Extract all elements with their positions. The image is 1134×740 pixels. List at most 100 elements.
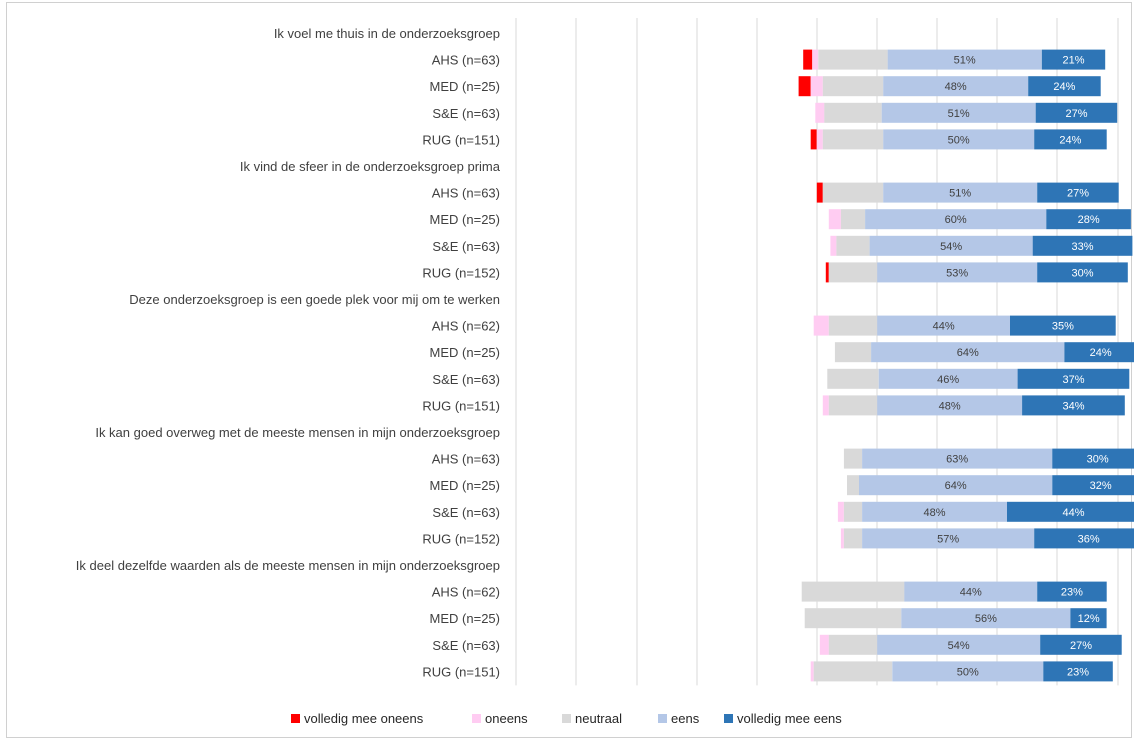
bar-segment-eens	[881, 102, 1036, 123]
data-label: 50%	[957, 666, 979, 678]
category-label: RUG (n=152)	[422, 265, 500, 280]
bar-segment-neutraal	[836, 235, 870, 256]
bar-segment-neutraal	[847, 475, 860, 496]
bar-segment-eens	[877, 262, 1038, 283]
data-label: 60%	[945, 214, 967, 226]
data-label: 32%	[1090, 480, 1112, 492]
legend-swatch	[291, 714, 300, 723]
bar-segment-volledig-mee-eens	[1034, 129, 1107, 150]
data-label: 24%	[1090, 347, 1112, 359]
data-label: 30%	[1087, 454, 1109, 466]
data-label: 37%	[1062, 374, 1084, 386]
bar-segment-volledig-mee-eens	[1046, 209, 1131, 230]
data-label: 44%	[1062, 507, 1084, 519]
data-label: 12%	[1078, 613, 1100, 625]
bar-segment-eens	[883, 129, 1035, 150]
data-label: 21%	[1062, 55, 1084, 67]
bar-segment-oneens	[810, 76, 823, 97]
bar-segment-volledig-mee-oneens	[810, 129, 817, 150]
bar-segment-eens	[877, 634, 1041, 655]
bar-segment-neutraal	[818, 49, 888, 70]
bar-segment-neutraal	[840, 209, 866, 230]
legend-label: neutraal	[575, 711, 622, 726]
category-label: S&E (n=63)	[432, 106, 500, 121]
question-label: Ik voel me thuis in de onderzoeksgroep	[274, 26, 500, 41]
bar-segment-neutraal	[828, 634, 878, 655]
bar-segment-eens	[901, 608, 1071, 629]
legend-swatch	[472, 714, 481, 723]
category-label: RUG (n=151)	[422, 398, 500, 413]
data-label: 28%	[1078, 214, 1100, 226]
bar-segment-eens	[859, 475, 1053, 496]
bar-segment-oneens	[815, 102, 825, 123]
bar-segment-oneens	[819, 634, 829, 655]
data-label: 36%	[1078, 533, 1100, 545]
data-label: 24%	[1053, 81, 1075, 93]
data-label: 54%	[940, 241, 962, 253]
bar-segment-volledig-mee-eens	[1032, 235, 1133, 256]
bar-segment-oneens	[828, 209, 841, 230]
bar-segment-volledig-mee-eens	[1052, 448, 1134, 469]
bar-segment-neutraal	[843, 501, 862, 522]
bars: 51% 21% 48% 24% 51% 27% 50% 24% 51% 27% 60% 28% 54% 3…	[798, 49, 1134, 682]
data-label: 33%	[1071, 241, 1093, 253]
bar-segment-neutraal	[828, 315, 878, 336]
bar-segment-neutraal	[843, 448, 862, 469]
bar-segment-neutraal	[822, 129, 884, 150]
data-label: 64%	[945, 480, 967, 492]
bar-segment-neutraal	[834, 342, 872, 363]
data-label: 64%	[957, 347, 979, 359]
data-label: 44%	[960, 587, 982, 599]
legend-swatch	[562, 714, 571, 723]
bar-segment-neutraal	[801, 581, 905, 602]
bar-segment-eens	[878, 368, 1018, 389]
question-label: Ik vind de sfeer in de onderzoeksgroep p…	[240, 159, 501, 174]
bar-segment-volledig-mee-eens	[1052, 475, 1134, 496]
bar-segment-volledig-mee-eens	[1010, 315, 1116, 336]
bar-segment-eens	[883, 182, 1038, 203]
bar-segment-oneens	[812, 49, 819, 70]
bar-segment-volledig-mee-eens	[1022, 395, 1125, 416]
data-label: 23%	[1067, 666, 1089, 678]
category-label: S&E (n=63)	[432, 638, 500, 653]
bar-segment-neutraal	[822, 182, 884, 203]
bar-segment-volledig-mee-eens	[1064, 342, 1134, 363]
category-label: RUG (n=151)	[422, 664, 500, 679]
data-label: 27%	[1070, 640, 1092, 652]
category-labels: Ik voel me thuis in de onderzoeksgroep AH…	[76, 26, 501, 679]
data-label: 53%	[946, 267, 968, 279]
bar-segment-volledig-mee-oneens	[803, 49, 813, 70]
category-label: MED (n=25)	[430, 478, 500, 493]
category-label: MED (n=25)	[430, 345, 500, 360]
category-label: S&E (n=63)	[432, 372, 500, 387]
bar-segment-eens	[887, 49, 1042, 70]
bar-segment-volledig-mee-eens	[1043, 661, 1113, 682]
bar-segment-oneens	[830, 235, 837, 256]
data-label: 56%	[975, 613, 997, 625]
bar-segment-volledig-mee-eens	[1041, 49, 1106, 70]
data-label: 54%	[948, 640, 970, 652]
category-label: S&E (n=63)	[432, 505, 500, 520]
legend-label: eens	[671, 711, 700, 726]
bar-segment-eens	[862, 501, 1008, 522]
data-label: 34%	[1062, 400, 1084, 412]
data-label: 44%	[933, 321, 955, 333]
category-label: MED (n=25)	[430, 611, 500, 626]
data-label: 48%	[939, 400, 961, 412]
bar-segment-neutraal	[843, 528, 862, 549]
data-label: 24%	[1059, 134, 1081, 146]
bar-segment-eens	[877, 315, 1011, 336]
category-label: AHS (n=63)	[432, 53, 500, 68]
bar-segment-neutraal	[804, 608, 902, 629]
category-label: AHS (n=62)	[432, 585, 500, 600]
data-label: 57%	[937, 533, 959, 545]
legend-swatch	[724, 714, 733, 723]
question-label: Deze onderzoeksgroep is een goede plek v…	[129, 292, 500, 307]
bar-segment-volledig-mee-eens	[1040, 634, 1122, 655]
bar-segment-volledig-mee-oneens	[816, 182, 823, 203]
bar-segment-volledig-mee-oneens	[825, 262, 829, 283]
bar-segment-eens	[892, 661, 1044, 682]
legend-swatch	[658, 714, 667, 723]
bar-segment-volledig-mee-eens	[1037, 581, 1107, 602]
